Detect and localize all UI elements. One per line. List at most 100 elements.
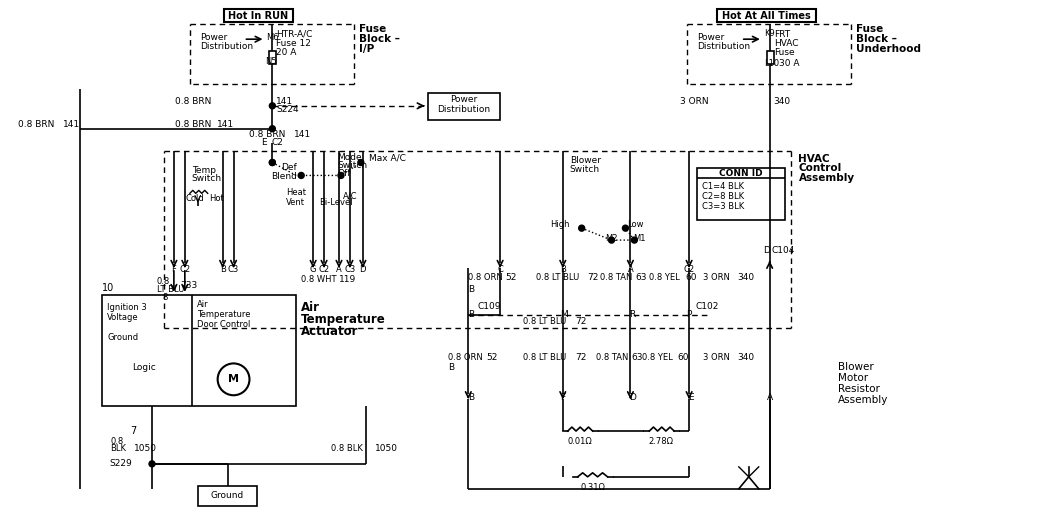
Text: Air: Air xyxy=(301,301,320,314)
Bar xyxy=(102,295,296,406)
Text: Fuse: Fuse xyxy=(774,48,795,57)
Text: C102: C102 xyxy=(695,302,719,311)
Text: 60: 60 xyxy=(685,273,697,282)
Text: B: B xyxy=(468,285,475,295)
Text: M: M xyxy=(228,374,239,384)
Text: D: D xyxy=(762,246,770,254)
Text: E: E xyxy=(262,138,267,147)
Text: E: E xyxy=(688,393,694,402)
Text: Air: Air xyxy=(197,300,209,309)
Text: Control: Control xyxy=(799,163,842,174)
Bar xyxy=(428,93,500,120)
Text: Blend: Blend xyxy=(271,172,297,181)
Text: 0.01Ω: 0.01Ω xyxy=(567,437,592,447)
Text: C3=3 BLK: C3=3 BLK xyxy=(702,202,745,211)
Text: F: F xyxy=(171,265,176,274)
Circle shape xyxy=(269,159,275,166)
Text: N5: N5 xyxy=(265,57,277,66)
Text: 0.8 LT BLU: 0.8 LT BLU xyxy=(536,273,579,282)
Text: 141: 141 xyxy=(294,130,312,139)
Text: Vent: Vent xyxy=(286,198,306,207)
Text: Ground: Ground xyxy=(107,333,139,342)
Text: 72: 72 xyxy=(576,353,587,362)
Text: A: A xyxy=(628,265,633,274)
Text: 63: 63 xyxy=(631,353,642,362)
Text: Fuse: Fuse xyxy=(856,24,883,34)
Text: Assembly: Assembly xyxy=(839,395,889,405)
Text: I/P: I/P xyxy=(359,44,374,54)
Text: 2.78Ω: 2.78Ω xyxy=(649,437,674,447)
Text: M1: M1 xyxy=(633,233,646,243)
Text: Switch: Switch xyxy=(337,161,367,170)
Text: 3 ORN: 3 ORN xyxy=(703,353,730,362)
Text: Off: Off xyxy=(337,169,350,178)
Text: HVAC: HVAC xyxy=(774,39,798,48)
Text: C3: C3 xyxy=(228,265,239,274)
Text: Cold: Cold xyxy=(186,194,204,203)
Text: B: B xyxy=(448,363,455,372)
Text: Voltage: Voltage xyxy=(107,313,139,322)
Text: G: G xyxy=(310,265,316,274)
Text: 0.8 ORN: 0.8 ORN xyxy=(468,273,503,282)
Text: 0.8 LT BLU: 0.8 LT BLU xyxy=(523,317,566,326)
Text: 0.8: 0.8 xyxy=(111,436,123,446)
Text: Blower: Blower xyxy=(569,156,601,165)
Text: Low: Low xyxy=(628,219,644,229)
Text: C2: C2 xyxy=(179,265,191,274)
Text: Power: Power xyxy=(200,33,227,42)
Text: 0.8 LT BLU: 0.8 LT BLU xyxy=(523,353,566,362)
Text: Hot In RUN: Hot In RUN xyxy=(228,11,289,21)
Text: 340: 340 xyxy=(736,353,754,362)
Text: M6: M6 xyxy=(266,33,280,42)
Text: Power: Power xyxy=(697,33,724,42)
Text: C3: C3 xyxy=(344,265,356,274)
Text: Assembly: Assembly xyxy=(799,173,854,183)
Text: D: D xyxy=(629,393,636,402)
Bar xyxy=(198,486,258,506)
Text: 340: 340 xyxy=(736,273,754,282)
Text: Ground: Ground xyxy=(211,491,244,500)
Text: 0.8 ORN: 0.8 ORN xyxy=(448,353,483,362)
Text: Blower: Blower xyxy=(839,362,874,373)
Text: 0.31Ω: 0.31Ω xyxy=(580,483,605,492)
Circle shape xyxy=(149,461,155,467)
Text: B: B xyxy=(560,265,565,274)
Text: LT BLU: LT BLU xyxy=(157,285,185,295)
Text: B: B xyxy=(468,310,475,319)
Text: 1050: 1050 xyxy=(135,445,157,453)
Circle shape xyxy=(269,126,275,132)
Text: Underhood: Underhood xyxy=(856,44,921,54)
Circle shape xyxy=(269,159,275,166)
Text: FRT: FRT xyxy=(774,30,790,39)
Text: S229: S229 xyxy=(110,460,132,468)
Text: C1=4 BLK: C1=4 BLK xyxy=(702,182,744,191)
Text: Max A/C: Max A/C xyxy=(369,153,406,162)
Bar xyxy=(717,9,817,22)
Text: 60: 60 xyxy=(677,353,688,362)
Text: 7: 7 xyxy=(130,426,137,436)
Text: Switch: Switch xyxy=(569,165,600,174)
Text: C2=8 BLK: C2=8 BLK xyxy=(702,192,744,201)
Text: 63: 63 xyxy=(635,273,647,282)
Text: HTR-A/C: HTR-A/C xyxy=(276,30,313,39)
Text: S224: S224 xyxy=(276,105,299,114)
Text: K9: K9 xyxy=(763,29,775,38)
Text: Heat: Heat xyxy=(286,188,307,197)
Text: F: F xyxy=(560,393,565,402)
Text: 0.8 BRN: 0.8 BRN xyxy=(249,130,286,139)
Text: 3 ORN: 3 ORN xyxy=(680,97,709,106)
Text: 52: 52 xyxy=(505,273,516,282)
Text: Ignition 3: Ignition 3 xyxy=(107,303,147,312)
Text: C2: C2 xyxy=(318,265,330,274)
Text: 0.8 BLK: 0.8 BLK xyxy=(331,445,363,453)
Bar xyxy=(223,9,293,22)
Text: Mode: Mode xyxy=(337,153,362,162)
Text: 30 A: 30 A xyxy=(779,59,799,67)
Text: Hot: Hot xyxy=(209,194,223,203)
Bar xyxy=(269,51,276,64)
Text: D: D xyxy=(360,265,366,274)
Text: CONN ID: CONN ID xyxy=(719,169,762,178)
Text: Block –: Block – xyxy=(359,34,399,44)
Text: M: M xyxy=(560,310,567,319)
Text: B: B xyxy=(468,393,475,402)
